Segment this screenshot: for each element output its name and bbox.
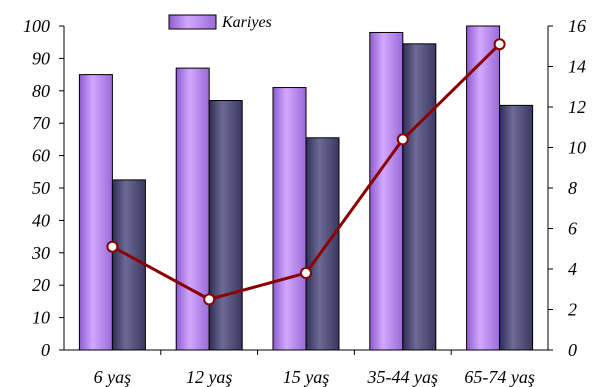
line-point-5: [493, 38, 506, 51]
legend-swatch-kariyes: [168, 14, 217, 30]
line-point-2: [203, 293, 216, 306]
right-tick-label: 6: [568, 219, 577, 239]
line-point-1: [106, 240, 119, 253]
x-category-label: 15 yaş: [283, 367, 330, 387]
left-tick-label: 50: [32, 178, 50, 198]
bar-series1-5: [466, 25, 501, 351]
left-tick-label: 10: [32, 308, 50, 328]
right-tick-label: 14: [568, 57, 586, 77]
right-tick-label: 0: [568, 340, 577, 360]
right-tick-label: 10: [568, 138, 586, 158]
right-tick-label: 8: [568, 178, 577, 198]
x-category-label: 12 yaş: [186, 367, 233, 387]
bar-series2-2: [208, 100, 243, 351]
line-point-4: [396, 133, 409, 146]
bar-series1-3: [272, 87, 307, 351]
left-tick-label: 20: [32, 275, 50, 295]
left-tick-label: 0: [41, 340, 50, 360]
bar-series1-2: [175, 67, 210, 351]
bar-series2-4: [402, 43, 437, 351]
legend-label-kariyes: Kariyes: [221, 14, 272, 31]
right-tick-label: 4: [568, 259, 577, 279]
bar-series1-4: [369, 31, 404, 351]
line-point-3: [300, 267, 312, 280]
right-tick-label: 12: [568, 97, 586, 117]
left-tick-label: 70: [32, 113, 50, 133]
left-tick-label: 60: [32, 146, 50, 166]
bar-series2-1: [111, 179, 146, 351]
left-tick-label: 90: [32, 48, 50, 68]
bar-series2-5: [499, 104, 534, 351]
bar-series1-1: [78, 74, 113, 351]
left-tick-label: 30: [31, 243, 50, 263]
right-tick-label: 16: [568, 16, 586, 36]
left-tick-label: 80: [32, 81, 50, 101]
x-category-label: 6 yaş: [94, 367, 132, 387]
right-tick-label: 2: [568, 300, 577, 320]
x-category-label: 35-44 yaş: [367, 367, 439, 387]
bar-series2-3: [305, 137, 340, 351]
left-tick-label: 40: [32, 210, 50, 230]
left-tick-label: 100: [23, 16, 50, 36]
x-category-label: 65-74 yaş: [464, 367, 535, 387]
